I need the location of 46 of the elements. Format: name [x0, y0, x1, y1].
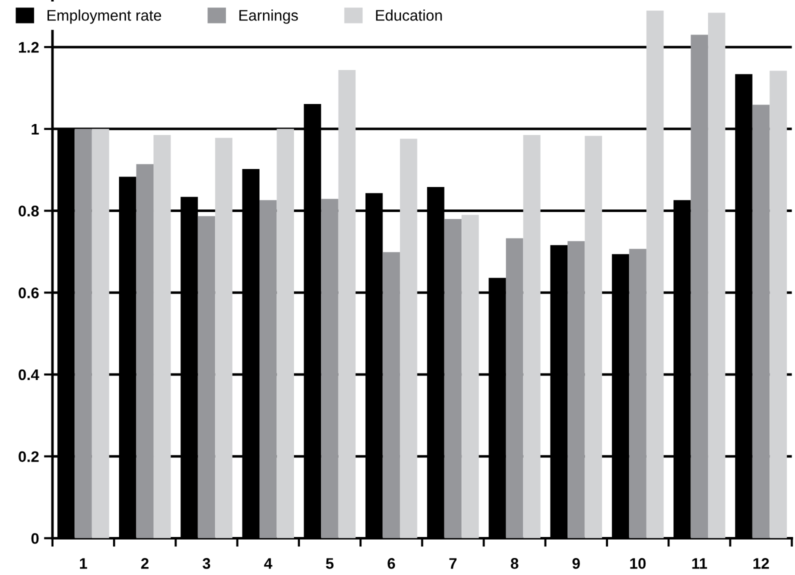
bar	[629, 248, 646, 538]
legend-label: Education	[376, 10, 442, 21]
bar	[136, 164, 154, 538]
legend-label: Employment rate	[48, 10, 162, 24]
bar	[523, 135, 540, 538]
x-tick-label: 8	[510, 558, 518, 569]
x-tick-label: 6	[388, 558, 396, 569]
x-tick-label: 3	[202, 558, 210, 569]
x-tick-label: 5	[326, 558, 334, 569]
x-tick-label: 10	[630, 558, 646, 569]
bar	[584, 136, 602, 538]
bar	[215, 138, 232, 538]
bar	[154, 135, 171, 538]
bar	[770, 70, 787, 538]
legend-label: Earnings	[239, 10, 298, 24]
x-tick-label: 1	[80, 558, 88, 569]
bar	[752, 104, 770, 538]
bar	[568, 241, 585, 538]
bar	[321, 198, 338, 538]
bar	[198, 216, 216, 538]
y-tick-label: 0.6	[18, 288, 39, 298]
x-tick-label: 12	[753, 558, 769, 569]
bar	[338, 70, 356, 538]
bar	[708, 12, 726, 538]
x-tick-label: 11	[692, 558, 708, 569]
x-tick-label: 7	[449, 558, 457, 569]
y-tick-label: 0	[31, 533, 39, 544]
y-tick-label: 1.2	[19, 42, 39, 53]
bar	[259, 200, 277, 538]
x-tick-label: 4	[264, 558, 272, 569]
bar	[646, 10, 664, 538]
bar	[382, 252, 400, 538]
bar	[74, 128, 92, 538]
bar	[276, 128, 294, 538]
y-tick-label: 1	[32, 124, 39, 134]
y-tick-label: 0.8	[18, 206, 39, 216]
bar	[690, 34, 708, 538]
x-tick-label: 2	[141, 558, 149, 569]
bar	[462, 214, 479, 538]
bar	[92, 128, 110, 538]
bar	[444, 218, 462, 538]
y-tick-label: 0.2	[18, 451, 39, 462]
bar	[506, 238, 524, 538]
x-tick-label: 9	[572, 558, 580, 569]
y-tick-label: 0.4	[18, 369, 40, 380]
bar	[400, 138, 418, 538]
